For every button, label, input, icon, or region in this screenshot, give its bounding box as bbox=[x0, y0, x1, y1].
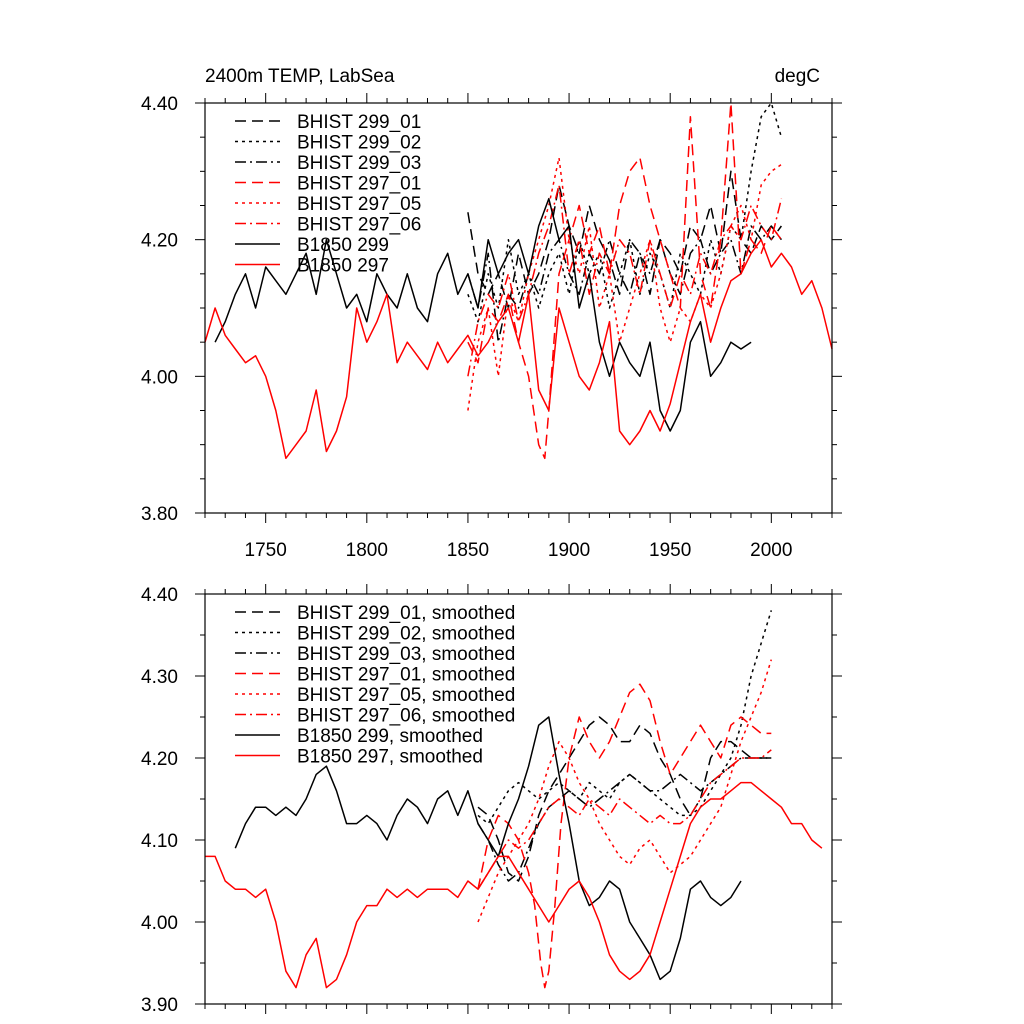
series-line bbox=[467, 225, 783, 343]
series-line bbox=[467, 184, 783, 377]
series-line bbox=[477, 757, 772, 882]
series-line bbox=[477, 659, 773, 923]
legend-label: BHIST 297_05, smoothed bbox=[297, 685, 515, 706]
panel-top: 2400m TEMP, LabSea degC 1750 1800 1850 1900… bbox=[141, 66, 842, 561]
series-line bbox=[477, 716, 772, 882]
panel-bottom-frame bbox=[204, 593, 833, 1005]
series-line bbox=[477, 610, 773, 825]
legend-label: BHIST 299_01 bbox=[297, 112, 421, 133]
x-tick-label: 2000 bbox=[750, 540, 792, 561]
x-tick-label: 1750 bbox=[245, 540, 287, 561]
series-line bbox=[234, 716, 742, 981]
series-line bbox=[467, 102, 783, 460]
y-tick-label: 4.30 bbox=[141, 667, 178, 688]
y-tick-label: 4.10 bbox=[141, 831, 178, 852]
series-line bbox=[205, 781, 823, 989]
legend-label: B1850 297, smoothed bbox=[297, 747, 483, 768]
series-line bbox=[467, 102, 783, 323]
y-tick-label: 4.40 bbox=[141, 94, 178, 115]
legend-label: BHIST 299_03, smoothed bbox=[297, 644, 515, 665]
legend-label: BHIST 297_06 bbox=[297, 215, 421, 236]
panel-top-frame bbox=[204, 102, 833, 514]
legend-label: BHIST 299_03 bbox=[297, 153, 421, 174]
y-tick-label: 4.20 bbox=[141, 749, 178, 770]
y-tick-label: 3.90 bbox=[141, 995, 178, 1016]
series-line bbox=[477, 749, 772, 890]
legend-label: B1850 297 bbox=[297, 256, 389, 277]
series-line bbox=[467, 156, 782, 411]
panel-top-title: 2400m TEMP, LabSea bbox=[205, 66, 395, 87]
legend-label: BHIST 299_02, smoothed bbox=[297, 624, 515, 645]
legend-label: BHIST 297_06, smoothed bbox=[297, 706, 515, 727]
legend-label: BHIST 297_05 bbox=[297, 194, 421, 215]
legend-label: B1850 299 bbox=[297, 235, 389, 256]
x-tick-label: 1800 bbox=[346, 540, 388, 561]
series-line bbox=[204, 238, 833, 460]
x-tick-label: 1850 bbox=[447, 540, 489, 561]
legend-label: BHIST 297_01 bbox=[297, 174, 421, 195]
y-tick-label: 4.40 bbox=[141, 585, 178, 606]
series-line bbox=[214, 197, 752, 432]
series-line bbox=[477, 683, 772, 989]
series-line bbox=[467, 170, 783, 309]
x-tick-label: 1950 bbox=[649, 540, 691, 561]
legend-label: B1850 299, smoothed bbox=[297, 726, 483, 747]
legend-label: BHIST 297_01, smoothed bbox=[297, 665, 515, 686]
y-tick-label: 4.00 bbox=[141, 367, 178, 388]
legend-label: BHIST 299_01, smoothed bbox=[297, 603, 515, 624]
panel-bottom: 3.90 4.00 4.10 4.20 4.30 4.40 BHIST 299_01, s… bbox=[141, 584, 842, 1016]
y-tick-label: 4.20 bbox=[141, 231, 178, 252]
x-tick-label: 1900 bbox=[548, 540, 590, 561]
y-tick-label: 3.80 bbox=[141, 504, 178, 525]
panel-top-units: degC bbox=[775, 66, 820, 87]
y-tick-label: 4.00 bbox=[141, 913, 178, 934]
legend-label: BHIST 299_02 bbox=[297, 133, 421, 154]
